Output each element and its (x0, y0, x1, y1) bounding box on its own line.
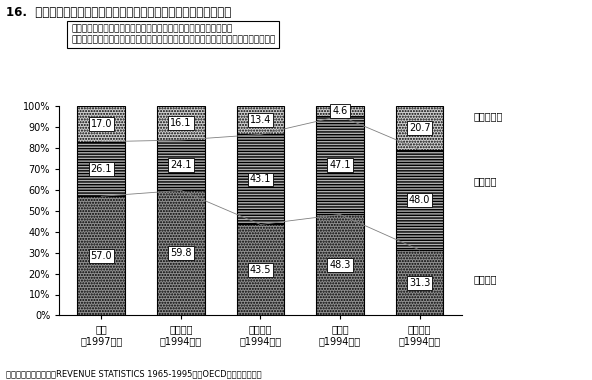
Bar (316, 214, 364, 315)
Text: 43.5: 43.5 (250, 265, 271, 275)
Bar (157, 190, 205, 315)
Text: 31.3: 31.3 (409, 278, 430, 288)
Bar (237, 135, 284, 225)
Bar (395, 150, 443, 250)
Text: 57.0: 57.0 (91, 251, 112, 261)
Text: 17.0: 17.0 (91, 119, 112, 129)
Text: 47.1: 47.1 (329, 160, 351, 170)
Text: 24.1: 24.1 (170, 160, 192, 170)
Text: 59.8: 59.8 (170, 248, 192, 258)
Bar (237, 106, 284, 135)
Bar (157, 106, 205, 140)
Bar (237, 225, 284, 315)
Bar (157, 140, 205, 190)
Text: 48.0: 48.0 (409, 195, 430, 205)
Bar (316, 116, 364, 214)
Text: 20.7: 20.7 (409, 123, 430, 133)
Text: 16.1: 16.1 (170, 118, 192, 128)
Text: （注）日本以外は、「REVENUE STATISTICS 1965-1995」（OECD）により作成。: （注）日本以外は、「REVENUE STATISTICS 1965-1995」（… (6, 369, 262, 378)
Text: 26.1: 26.1 (91, 164, 112, 174)
Text: 16.  所得・消費・資産等の税収構成比の国際比較（国税＋地方税）: 16. 所得・消費・資産等の税収構成比の国際比較（国税＋地方税） (6, 6, 231, 19)
Bar (395, 250, 443, 315)
Text: 資産課税等: 資産課税等 (474, 112, 503, 122)
Text: 消費課税: 消費課税 (474, 176, 497, 186)
Text: 13.4: 13.4 (250, 116, 271, 125)
Bar (316, 106, 364, 116)
Bar (78, 196, 126, 315)
Bar (395, 106, 443, 150)
Text: 4.6: 4.6 (333, 106, 348, 116)
Bar (78, 142, 126, 196)
Text: 所得課税: 所得課税 (474, 274, 497, 284)
Bar (78, 106, 126, 142)
Text: 43.1: 43.1 (250, 174, 271, 184)
Text: 48.3: 48.3 (329, 260, 350, 270)
Text: 欧州では消費課税の割合が所得課税と同程度以上となっています。
日本及びアメリカでは所得課税が６割弱、消費課税が４分の１程度となっています。: 欧州では消費課税の割合が所得課税と同程度以上となっています。 日本及びアメリカで… (71, 25, 275, 44)
